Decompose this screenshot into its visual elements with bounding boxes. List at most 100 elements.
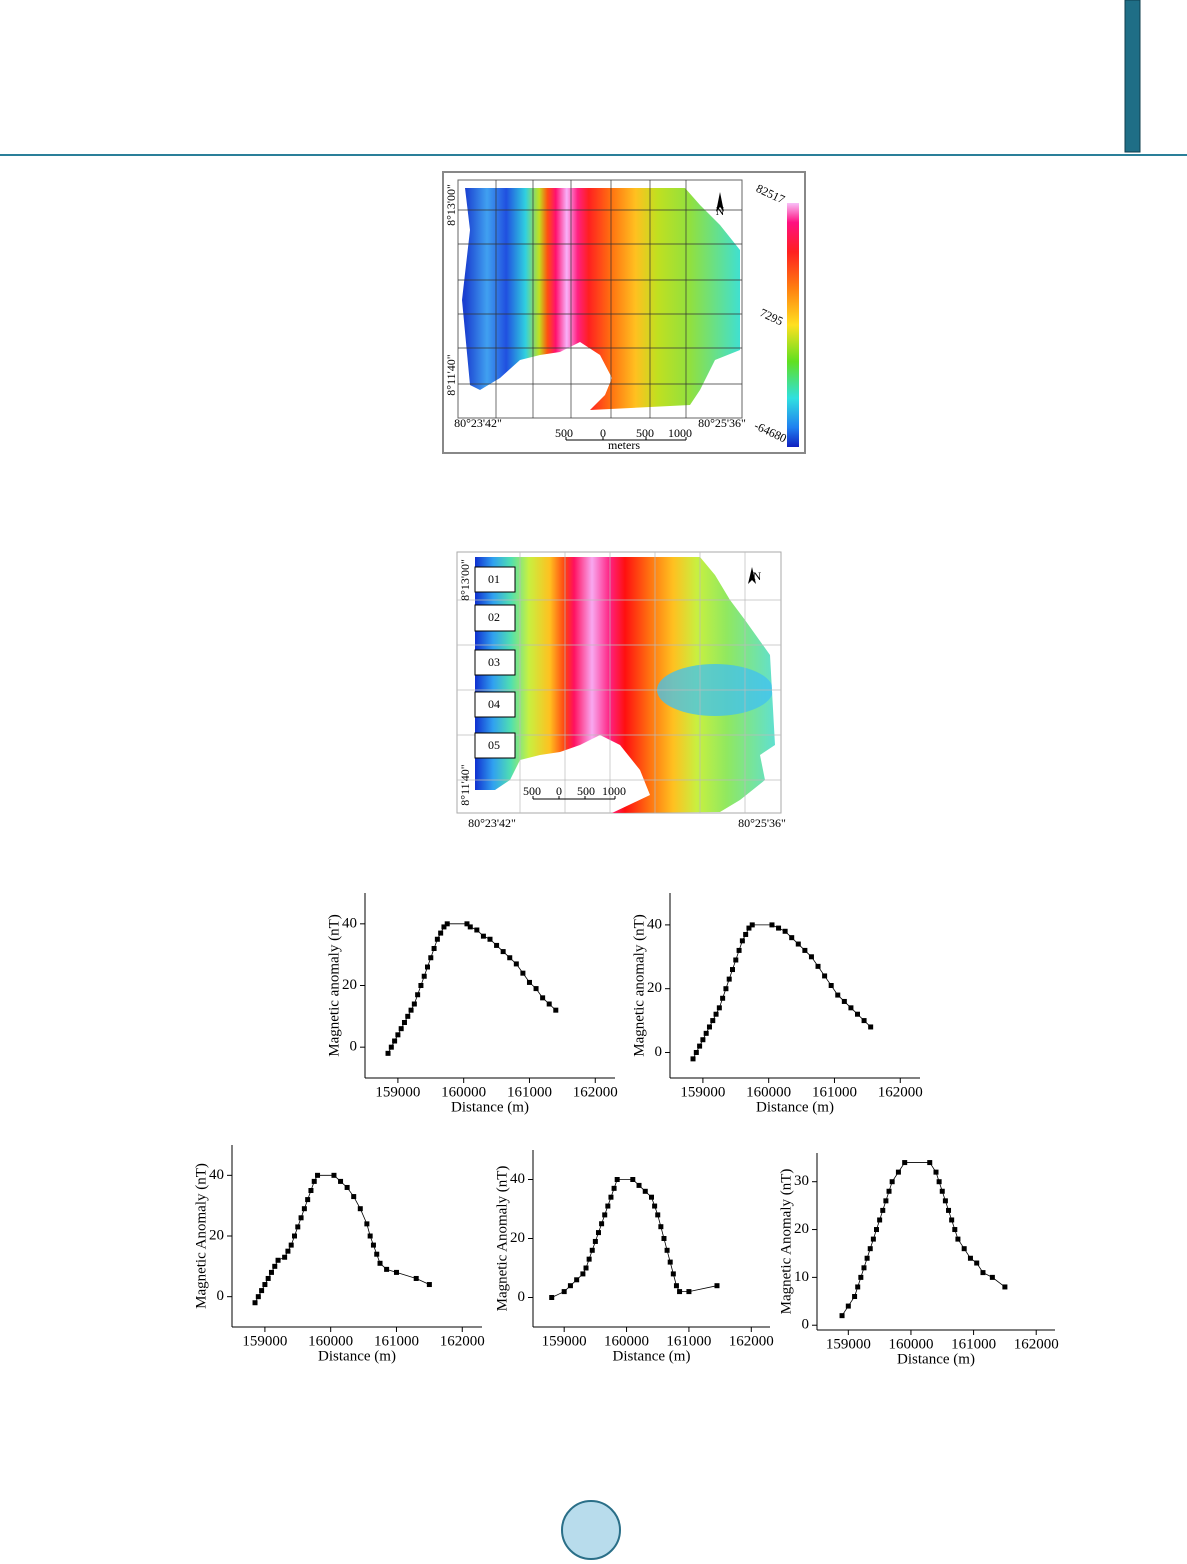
- data-line: [254, 1174, 430, 1303]
- data-point: [272, 1263, 278, 1269]
- data-point: [331, 1172, 337, 1178]
- data-point: [670, 1271, 676, 1277]
- x-tick-label: 161000: [812, 1084, 857, 1100]
- data-point: [736, 947, 742, 953]
- data-point: [441, 924, 447, 930]
- profile-label: 02: [488, 610, 500, 624]
- data-point: [599, 1221, 605, 1227]
- scale-label: 0: [556, 784, 562, 798]
- data-point: [408, 1007, 414, 1013]
- data-point: [384, 1266, 390, 1272]
- data-point: [338, 1178, 344, 1184]
- data-point: [549, 1295, 555, 1300]
- data-point: [883, 1198, 889, 1204]
- data-point: [546, 1001, 552, 1007]
- data-point: [686, 1289, 692, 1295]
- data-point: [861, 1018, 867, 1024]
- data-point: [377, 1260, 383, 1266]
- data-point: [438, 930, 444, 936]
- north-label: N: [716, 204, 725, 218]
- data-point: [308, 1188, 314, 1193]
- data-point: [877, 1217, 883, 1223]
- y-tick-label: 0: [802, 1317, 810, 1333]
- y-axis-title: Magnetic Anomaly (nT): [193, 1163, 209, 1309]
- data-point: [642, 1188, 648, 1194]
- data-point: [393, 1269, 399, 1275]
- data-point: [677, 1289, 683, 1295]
- data-point: [733, 957, 739, 963]
- data-point: [421, 973, 427, 979]
- data-point: [714, 1283, 720, 1289]
- line-chart: 159000 160000 161000 162000 0 20 40 Distance (m…: [494, 1150, 774, 1364]
- data-point: [392, 1038, 398, 1044]
- data-point: [553, 1007, 559, 1013]
- lon-label: 80°25'36": [698, 416, 746, 430]
- data-point: [769, 922, 775, 928]
- x-tick-label: 160000: [308, 1333, 353, 1349]
- x-tick-label: 162000: [1014, 1336, 1059, 1352]
- data-point: [428, 955, 434, 961]
- x-tick-label: 160000: [746, 1084, 791, 1100]
- data-point: [808, 954, 814, 960]
- x-tick-label: 159000: [542, 1333, 587, 1349]
- data-point: [507, 955, 513, 961]
- x-tick-label: 161000: [374, 1333, 419, 1349]
- scale-label: 500: [636, 426, 654, 440]
- colorbar: [787, 203, 799, 447]
- data-point: [586, 1256, 592, 1262]
- data-point: [713, 1011, 719, 1017]
- y-tick-label: 20: [794, 1221, 809, 1237]
- data-point: [367, 1233, 373, 1239]
- lat-label: 8°13'00": [458, 559, 472, 601]
- y-axis-title: Magnetic anomaly (nT): [631, 914, 647, 1056]
- data-point: [533, 986, 539, 992]
- line-chart: 159000 160000 161000 162000 0 10 20 30 Distance …: [778, 1153, 1059, 1367]
- line-chart: 159000 160000 161000 162000 0 20 40 Distance (m…: [631, 893, 923, 1115]
- data-point: [870, 1236, 876, 1242]
- data-point: [583, 1265, 589, 1271]
- data-point: [822, 973, 828, 979]
- data-point: [902, 1160, 908, 1166]
- data-point: [398, 1026, 404, 1032]
- data-line: [692, 924, 871, 1060]
- scale-label: 1000: [602, 784, 626, 798]
- y-tick-label: 30: [794, 1173, 809, 1189]
- y-axis-title: Magnetic Anomaly (nT): [494, 1166, 510, 1312]
- data-point: [664, 1247, 670, 1253]
- data-point: [895, 1169, 901, 1175]
- data-point: [782, 928, 788, 934]
- data-point: [927, 1160, 933, 1166]
- scale-label: 500: [523, 784, 541, 798]
- x-tick-label: 160000: [441, 1084, 486, 1100]
- data-point: [852, 1294, 858, 1300]
- data-point: [936, 1179, 942, 1185]
- y-tick-label: 0: [217, 1288, 225, 1304]
- data-point: [426, 1282, 432, 1288]
- data-point: [374, 1251, 380, 1257]
- data-point: [855, 1011, 860, 1017]
- data-point: [886, 1188, 892, 1194]
- data-point: [295, 1224, 301, 1230]
- north-label: N: [753, 569, 762, 583]
- data-point: [388, 1044, 394, 1050]
- data-point: [649, 1194, 654, 1200]
- data-point: [611, 1185, 617, 1191]
- data-point: [315, 1172, 321, 1178]
- data-point: [418, 983, 424, 988]
- data-point: [874, 1227, 879, 1233]
- data-point: [431, 946, 437, 951]
- data-point: [673, 1283, 679, 1289]
- data-point: [989, 1274, 995, 1280]
- data-point: [282, 1254, 288, 1260]
- data-point: [405, 1013, 411, 1019]
- data-point: [513, 961, 519, 967]
- data-point: [444, 921, 450, 927]
- data-point: [608, 1194, 614, 1200]
- x-tick-label: 160000: [604, 1333, 649, 1349]
- data-point: [703, 1030, 709, 1036]
- data-point: [815, 963, 821, 969]
- data-point: [401, 1020, 407, 1025]
- y-tick-label: 40: [342, 915, 357, 931]
- data-point: [425, 964, 430, 970]
- data-point: [802, 947, 808, 953]
